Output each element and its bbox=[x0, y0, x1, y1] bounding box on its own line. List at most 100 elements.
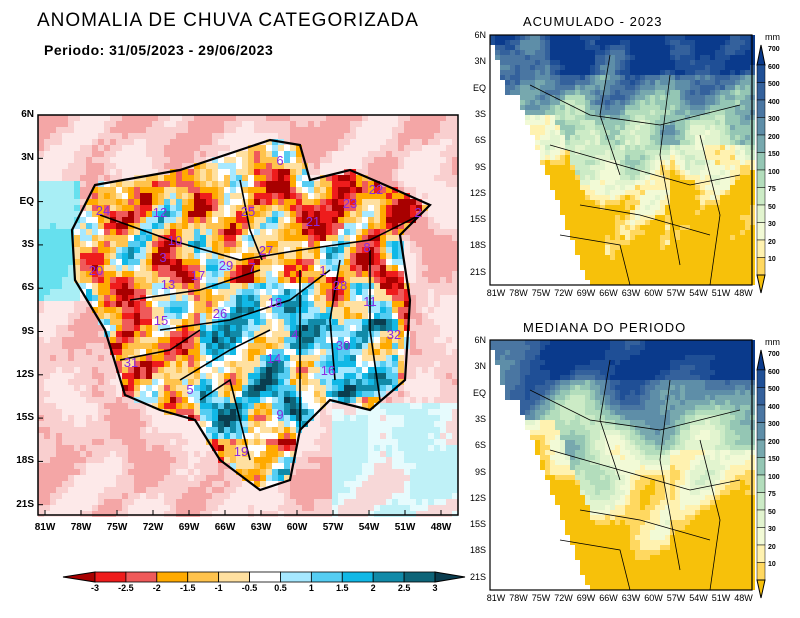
accum_map-lon-tick-label: 63W bbox=[621, 288, 641, 298]
basin-label: 27 bbox=[259, 243, 273, 258]
lon-tick-label: 57W bbox=[322, 522, 344, 533]
basin-label: 8 bbox=[363, 240, 370, 255]
basin-label: 12 bbox=[153, 205, 167, 220]
accum_map-lat-tick-label: 15S bbox=[469, 214, 486, 225]
basin-label: 5 bbox=[186, 382, 193, 397]
colorbar-label: -1 bbox=[214, 583, 223, 593]
precip-colorbar-swatch bbox=[756, 64, 766, 83]
accum_map-lat-tick-label: 12S bbox=[469, 187, 486, 198]
accum_map-lon-tick-label: 48W bbox=[734, 288, 753, 298]
colorbar-label: -0.5 bbox=[241, 583, 258, 593]
median_map-lon-tick-label: 81W bbox=[486, 593, 506, 603]
precip-colorbar-label: 300 bbox=[768, 421, 780, 428]
lon-tick-label: 69W bbox=[178, 522, 200, 533]
river-boundary bbox=[659, 74, 681, 266]
accum_map-lon-tick-label: 60W bbox=[644, 288, 663, 298]
precip-colorbar-label: 100 bbox=[768, 473, 780, 481]
accum_map-lon-tick-label: 81W bbox=[486, 288, 506, 298]
basin-label: 16 bbox=[321, 363, 335, 378]
precip-colorbar-label: 30 bbox=[768, 221, 776, 228]
precip-colorbar-unit: mm bbox=[765, 32, 780, 42]
median_map-lat-tick-label: 9S bbox=[474, 466, 486, 477]
precip-colorbar-arrow-top bbox=[756, 44, 766, 66]
river-boundary bbox=[599, 54, 621, 176]
precip-colorbar-swatch bbox=[756, 387, 766, 406]
basin-label: 24 bbox=[96, 203, 110, 218]
median_map-lon-tick-label: 57W bbox=[666, 593, 686, 603]
colorbar-swatch bbox=[156, 571, 189, 583]
basin-label: 31 bbox=[124, 355, 138, 370]
lon-tick-label: 75W bbox=[106, 522, 128, 533]
basin-label: 13 bbox=[161, 277, 175, 292]
median_map-lon-tick-label: 78W bbox=[509, 593, 528, 603]
basin-label: 26 bbox=[213, 306, 227, 321]
lon-tick-label: 51W bbox=[394, 522, 416, 533]
sub-basin-boundary bbox=[129, 269, 261, 301]
precip-colorbar-swatch bbox=[756, 509, 766, 528]
accum_map-lat-tick-label: 6S bbox=[474, 135, 486, 146]
basin-label: 11 bbox=[363, 294, 377, 309]
river-boundary bbox=[699, 134, 721, 286]
median_map-lon-tick-label: 48W bbox=[734, 593, 753, 603]
median_map-lat-tick-label: 15S bbox=[469, 519, 486, 530]
precip-colorbar-unit: mm bbox=[765, 337, 780, 347]
precip-colorbar-label: 500 bbox=[768, 81, 780, 88]
median_map-lat-tick-label: EQ bbox=[472, 387, 486, 398]
precip-colorbar-label: 100 bbox=[768, 168, 780, 176]
sub-basin-boundary bbox=[99, 214, 421, 261]
median_map-lat-tick-label: 3N bbox=[474, 361, 486, 372]
sub-basin-boundary bbox=[179, 329, 271, 381]
precip-colorbar-label: 700 bbox=[768, 46, 780, 53]
precip-colorbar-label: 500 bbox=[768, 386, 780, 393]
river-boundary bbox=[549, 449, 741, 491]
median_map-frame bbox=[489, 339, 753, 591]
precip-colorbar-swatch bbox=[756, 422, 766, 441]
colorbar-arrow-left bbox=[62, 571, 96, 583]
precip-colorbar-swatch bbox=[756, 474, 766, 493]
precip-colorbar-swatch bbox=[756, 117, 766, 136]
accum_map-lon-tick-label: 69W bbox=[576, 288, 596, 298]
precip-colorbar-swatch bbox=[756, 187, 766, 206]
accum_map-lon-tick-label: 75W bbox=[531, 288, 551, 298]
median_map-lon-tick-label: 51W bbox=[711, 593, 731, 603]
main-map-title: ANOMALIA DE CHUVA CATEGORIZADA bbox=[37, 10, 419, 31]
lon-tick-label: 60W bbox=[286, 522, 308, 533]
precip-colorbar-label: 20 bbox=[768, 543, 776, 551]
precip-colorbar-swatch bbox=[756, 152, 766, 171]
median_map-lon-tick-label: 54W bbox=[689, 593, 708, 603]
colorbar-label: -2 bbox=[152, 583, 161, 593]
basin-label: 18 bbox=[268, 295, 282, 310]
colorbar-swatch bbox=[310, 571, 343, 583]
basin-label: 25 bbox=[241, 204, 255, 219]
basin-label: 29 bbox=[219, 258, 233, 273]
basin-label: 6 bbox=[276, 153, 283, 168]
basin-label: 20 bbox=[89, 263, 103, 278]
basin-label: 21 bbox=[306, 214, 320, 229]
sub-basin-boundary bbox=[119, 329, 201, 361]
lat-tick-label: 9S bbox=[21, 325, 34, 337]
river-boundary bbox=[549, 144, 741, 186]
sub-basin-boundary bbox=[159, 269, 331, 331]
sub-basin-boundary bbox=[239, 179, 263, 261]
precip-colorbar-swatch bbox=[756, 369, 766, 388]
median_map-lat-tick-label: 18S bbox=[469, 545, 486, 556]
basin-label: 1 bbox=[319, 263, 326, 278]
precip-colorbar-label: 10 bbox=[768, 561, 776, 568]
precip-colorbar-label: 600 bbox=[768, 63, 780, 71]
precip-colorbar-label: 700 bbox=[768, 351, 780, 358]
precip-colorbar-swatch bbox=[756, 439, 766, 458]
precip-colorbar-label: 30 bbox=[768, 526, 776, 533]
river-boundary bbox=[699, 439, 721, 591]
lat-tick-label: EQ bbox=[19, 195, 34, 207]
median_map-lat-tick-label: 6N bbox=[474, 335, 486, 345]
precip-colorbar-swatch bbox=[756, 562, 766, 581]
colorbar-label: -3 bbox=[90, 583, 99, 593]
basin-label: 32 bbox=[387, 327, 401, 342]
precip-colorbar-swatch bbox=[756, 239, 766, 258]
basin-label: 23 bbox=[343, 196, 357, 211]
accum_map-lat-tick-label: EQ bbox=[472, 82, 486, 93]
precip-colorbar-label: 400 bbox=[768, 403, 780, 411]
precip-colorbar-arrow-top bbox=[756, 349, 766, 371]
basin-label: 15 bbox=[154, 313, 168, 328]
